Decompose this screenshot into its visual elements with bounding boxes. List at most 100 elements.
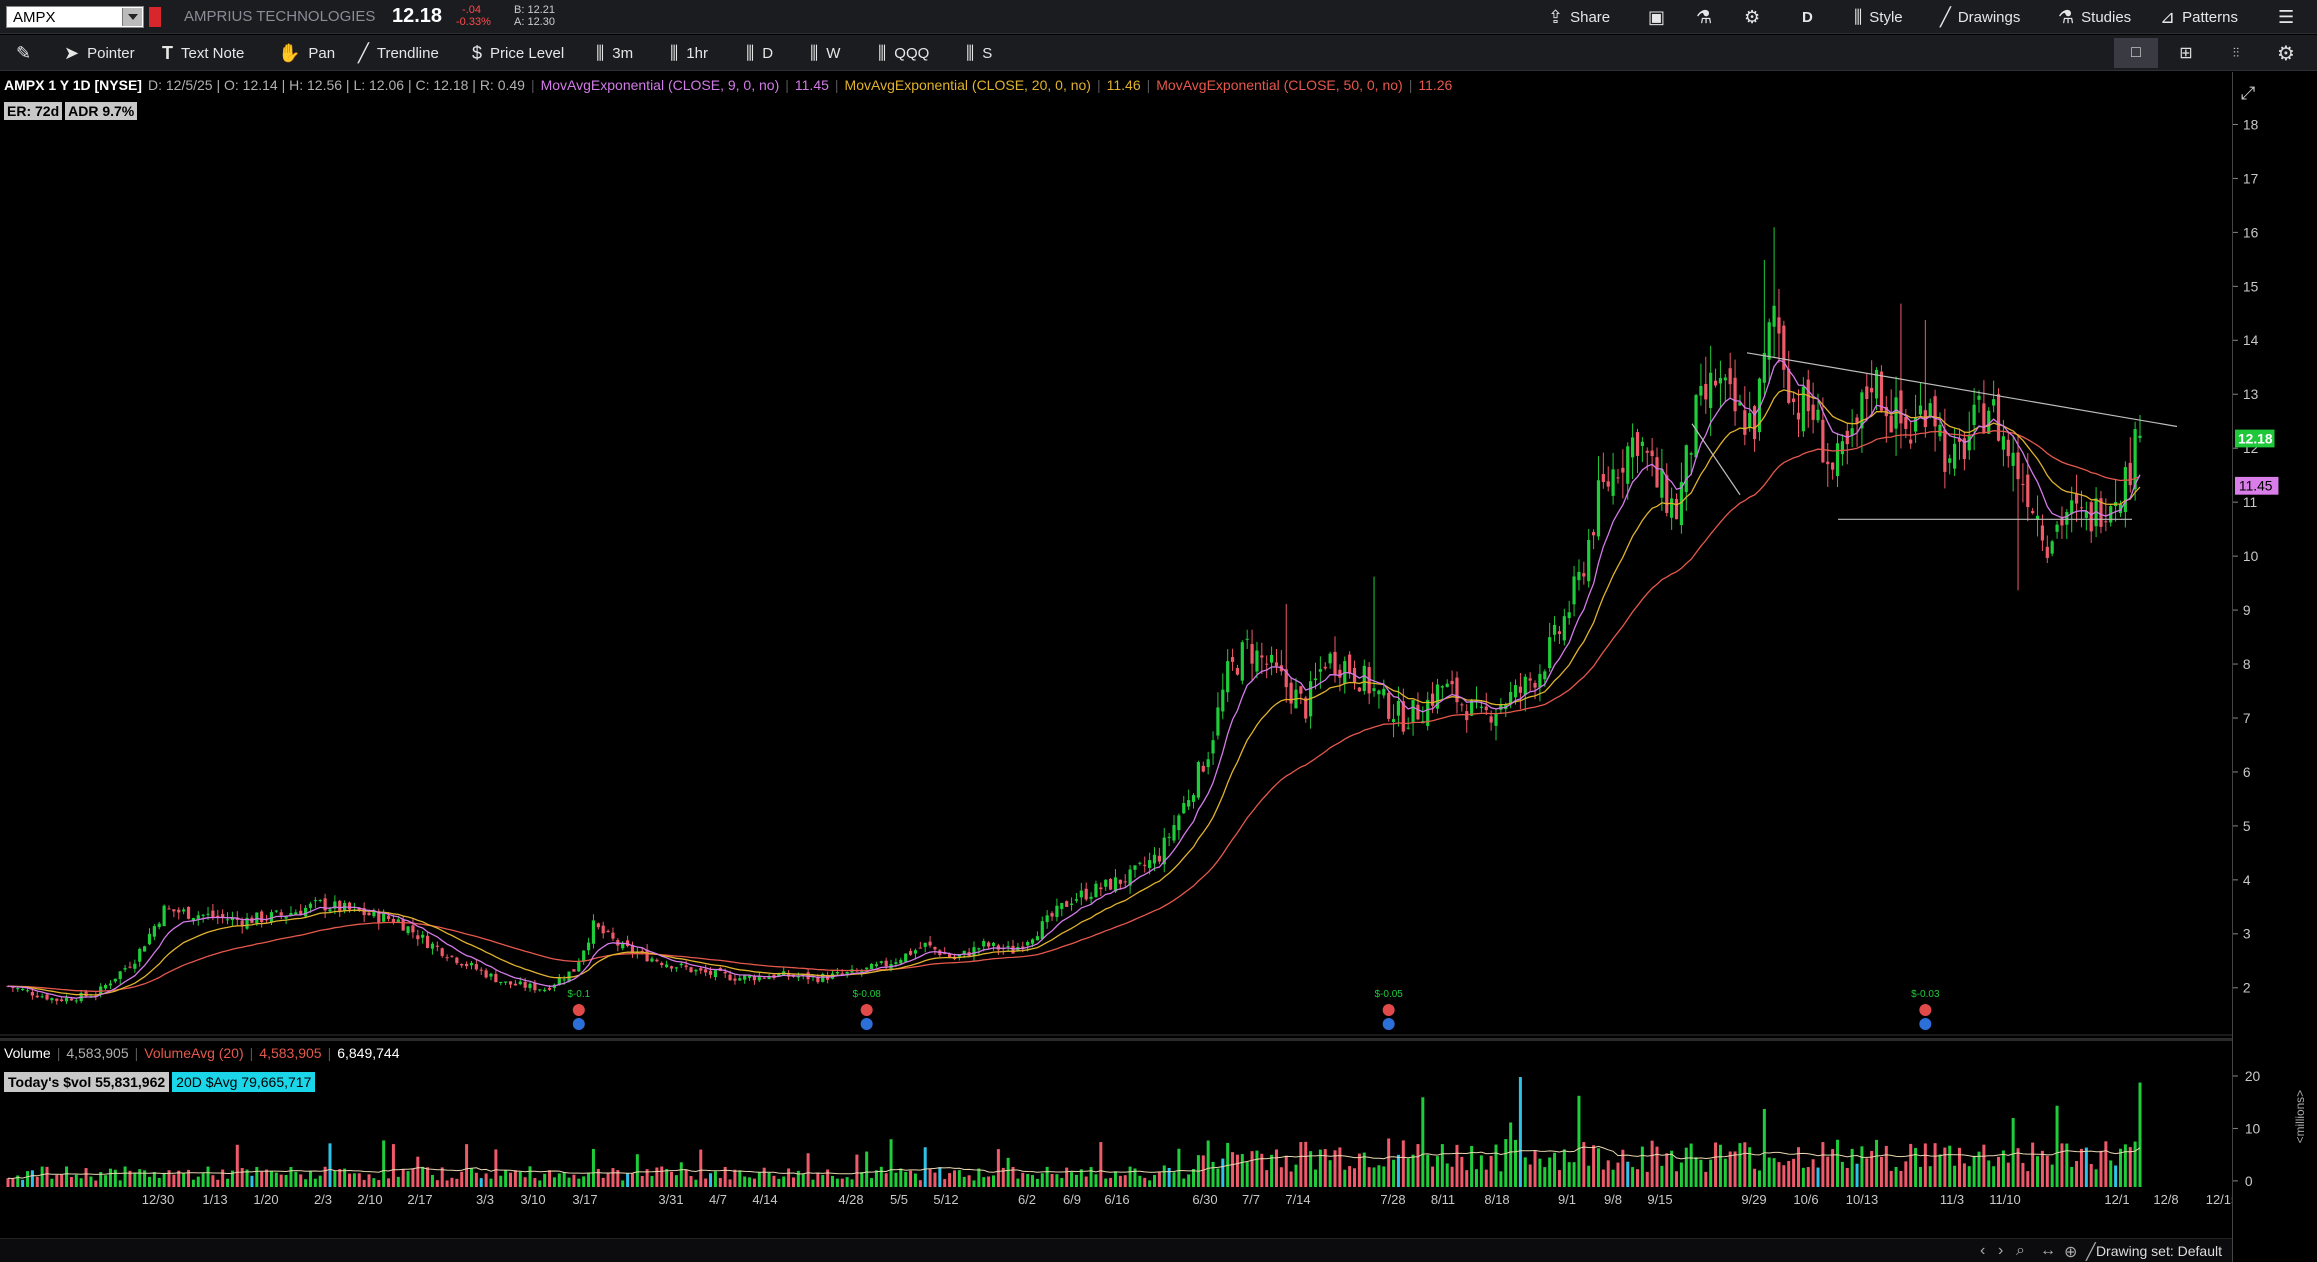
symbol-qqq[interactable]: ⫼ QQQ [878,41,929,65]
candle-body [1435,684,1440,709]
candle [1904,409,1908,439]
volume-bar [1787,1160,1791,1187]
candle-body [1918,405,1923,415]
drawing-set-label[interactable]: Drawing set: Default [2095,1243,2222,1259]
volume-bar [450,1177,454,1187]
price-axis[interactable]: 1817161514131211109876543212.1811.45⤢201… [2232,72,2317,1262]
timeframe-w[interactable]: ⫼ W [810,41,840,65]
price-axis-label: 3 [2243,926,2251,942]
candle-body [1401,701,1405,732]
volume-bar [606,1173,610,1187]
price-level-tool[interactable]: $ Price Level [472,41,564,65]
menu-button[interactable]: ☰ [2278,4,2294,30]
volume-bar [650,1175,654,1187]
lab-button[interactable]: ⚗ [1696,4,1712,30]
candle [55,998,59,1005]
symbol-dropdown-button[interactable] [122,8,142,26]
pane-divider[interactable] [0,1038,2232,1041]
x-axis-label: 5/5 [890,1192,908,1207]
ema50-label[interactable]: MovAvgExponential (CLOSE, 50, 0, no) [1156,77,1403,93]
zoom-icon[interactable]: ⌕ [2016,1242,2025,1259]
candle [1879,365,1884,413]
earnings-red-icon [860,1004,873,1016]
x-axis-label: 3/3 [476,1192,494,1207]
candle-body [416,935,420,940]
chart-settings-button[interactable]: ⚙ [2264,38,2308,68]
candle-body [196,915,200,919]
timeframe-1hr[interactable]: ⫼ 1hr [670,41,708,65]
candle [913,948,918,960]
x-axis-label: 6/9 [1063,1192,1081,1207]
candle [1718,360,1723,409]
style-button[interactable]: ⫼ Style [1854,4,1903,30]
candle-body [845,971,849,974]
crosshair-icon[interactable]: ⊕ [2064,1244,2078,1261]
news-button[interactable]: ▣ [1648,4,1665,30]
grid-layout-button[interactable]: ⊞ [2164,38,2208,68]
x-axis-label: 6/30 [1192,1192,1217,1207]
candle [1928,398,1932,419]
drawings-button[interactable]: ╱ Drawings [1940,4,2020,30]
link-flag-icon[interactable] [149,7,161,27]
candle-body [860,971,864,973]
pencil-icon: ╱ [1940,6,1951,27]
all-button[interactable]: ⫶⫶ [2214,38,2258,68]
ema20-label[interactable]: MovAvgExponential (CLOSE, 20, 0, no) [844,77,1091,93]
share-button[interactable]: ⇪ Share [1548,4,1610,30]
candle-body [1606,481,1610,487]
price-chart[interactable]: $-0.1 $-0.08 $-0.05 $-0.03 [0,72,2232,1036]
candle-body [1216,707,1220,736]
candle-body [835,971,839,974]
volume-bar [1855,1163,1859,1187]
studies-button[interactable]: ⚗ Studies [2058,4,2131,30]
candle-body [1323,666,1327,669]
volume-bar [338,1169,342,1187]
candle-body [904,953,908,962]
volavg-label[interactable]: VolumeAvg (20) [144,1045,244,1061]
candle-body [2070,500,2074,515]
volume-bar [1206,1140,1210,1187]
candle [2138,415,2142,443]
volume-bar [548,1170,552,1187]
draw-icon[interactable]: ╱ [2086,1244,2096,1261]
volume-label[interactable]: Volume [4,1045,51,1061]
timeframe-3m[interactable]: ⫼ 3m [596,41,633,65]
single-layout-button[interactable]: □ [2114,38,2158,68]
symbol-s[interactable]: ⫼ S [966,41,992,65]
pin-button[interactable]: ✎ [16,41,31,65]
candle-body [987,942,991,947]
last-price-badge [2234,429,2275,448]
candle-body [206,913,210,915]
candle [2123,461,2127,528]
patterns-button[interactable]: ⊿ Patterns [2160,4,2238,30]
text-note-tool[interactable]: T Text Note [162,41,244,65]
trendline-tool[interactable]: ╱ Trendline [358,41,439,65]
candle [1377,689,1381,709]
pointer-tool[interactable]: ➤ Pointer [64,41,135,65]
scroll-left-icon[interactable]: ‹ [1980,1242,1986,1259]
candle [138,947,142,967]
candle [294,909,298,916]
volume-bar [1728,1151,1732,1187]
volume-bar [704,1178,708,1187]
candle-body [1069,903,1074,905]
volume-bar [572,1174,576,1187]
symbol-input[interactable]: AMPX [6,6,144,28]
expand-icon[interactable]: ↔ [2040,1242,2056,1259]
volume-bar [1548,1157,1552,1187]
ema9-label[interactable]: MovAvgExponential (CLOSE, 9, 0, no) [540,77,780,93]
tf-d-label: D [762,44,774,62]
candle-body [1040,921,1044,940]
candle-body [1645,450,1649,453]
candle-body [884,960,888,967]
candle-body [1362,665,1366,692]
candle-body [45,994,49,1000]
volume-bar [757,1172,761,1187]
pan-tool[interactable]: ✋ Pan [278,41,335,65]
scroll-right-icon[interactable]: › [1998,1242,2004,1259]
aggregation-button[interactable]: D [1802,4,1813,30]
candle [738,974,742,981]
timeframe-d[interactable]: ⫼ D [746,41,773,65]
volume-chart[interactable]: 12/30 1/13 1/20 2/3 2/10 2/17 3/3 3/10 3/17 3/31 4… [0,1042,2232,1212]
settings-button[interactable]: ⚙ [1744,4,1760,30]
